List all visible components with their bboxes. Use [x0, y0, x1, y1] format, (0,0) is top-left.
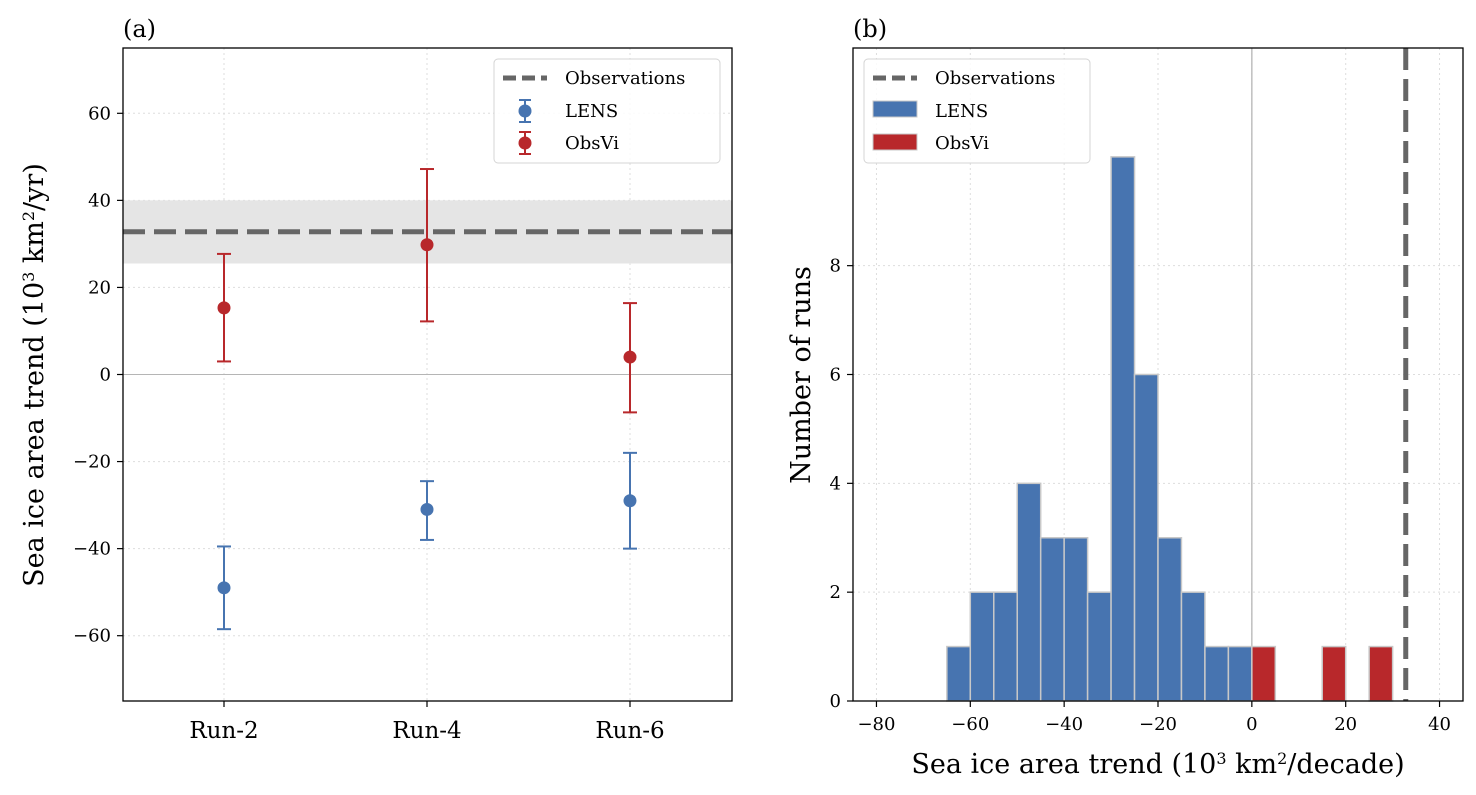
panel-b-bars [946, 156, 1394, 702]
panel-a: −60 −40 −20 0 20 40 60 Run-2 Run-4 Run-6 (a) Sea … [19, 15, 733, 744]
obsvi-point [623, 350, 637, 364]
panel-a-x-tick-label: Run-2 [189, 718, 258, 744]
legend-observations-label: Observations [935, 68, 1055, 89]
panel-a-y-tick-label: 0 [100, 365, 111, 386]
panel-b-y-tick-label: 6 [830, 365, 841, 386]
lens-histogram-bar [1086, 591, 1112, 702]
panel-b-y-tick-label: 4 [830, 473, 841, 494]
legend-obsvi-label: ObsVi [935, 133, 989, 154]
legend-obsvi-swatch [518, 131, 532, 155]
panel-a-y-tick-label: 40 [88, 190, 111, 211]
panel-b-legend-box [863, 58, 1091, 164]
obsvi-legend-marker [518, 136, 532, 150]
panel-b-x-tick-label: 20 [1334, 714, 1357, 735]
obsvi-histogram-bar [1321, 645, 1347, 702]
lens-point [623, 494, 637, 508]
panel-a-marks [217, 168, 637, 631]
legend-observations-label: Observations [565, 68, 685, 89]
legend-lens-swatch [872, 100, 918, 118]
panel-a-ticks: −60 −40 −20 0 20 40 60 Run-2 Run-4 Run-6 [73, 103, 665, 744]
panel-b: 0 2 4 6 8 −80 −60 −40 −20 0 20 40 (b) Number of run… [786, 15, 1464, 780]
panel-b-y-tick-label: 8 [830, 256, 841, 277]
lens-histogram-bar [993, 591, 1018, 702]
panel-b-x-tick-label: −60 [951, 714, 989, 735]
panel-a-x-tick-label: Run-6 [595, 718, 664, 744]
panel-a-label: (a) [123, 15, 156, 43]
legend-lens-swatch [518, 99, 532, 123]
panel-b-x-axis-label: Sea ice area trend (103 km2/decade) [911, 749, 1404, 780]
panel-b-y-tick-label: 0 [830, 691, 841, 712]
panel-b-label: (b) [853, 15, 887, 43]
lens-histogram-bar [1227, 645, 1253, 702]
obsvi-histogram-bar [1368, 645, 1394, 702]
obsvi-histogram-bar [1251, 645, 1277, 702]
panel-b-y-tick-label: 2 [830, 582, 841, 603]
panel-a-y-tick-label: −60 [73, 626, 111, 647]
panel-b-x-tick-label: −40 [1045, 714, 1083, 735]
legend-obsvi-label: ObsVi [565, 133, 619, 154]
panel-b-ticks: 0 2 4 6 8 −80 −60 −40 −20 0 20 40 [830, 256, 1451, 735]
panel-b-x-tick-label: 0 [1246, 714, 1257, 735]
lens-histogram-bar [969, 591, 995, 702]
lens-histogram-bar [1063, 537, 1089, 702]
panel-a-legend-box [493, 58, 721, 164]
legend-obsvi-swatch [872, 133, 918, 151]
legend-lens-label: LENS [935, 101, 988, 122]
obsvi-point [420, 238, 434, 252]
lens-histogram-bar [1180, 591, 1206, 702]
panel-a-y-tick-label: −40 [73, 539, 111, 560]
lens-histogram-bar [1110, 156, 1136, 702]
obsvi-point [217, 301, 231, 315]
lens-histogram-bar [1016, 482, 1042, 702]
lens-point [420, 502, 434, 516]
panel-b-x-tick-label: 40 [1428, 714, 1451, 735]
lens-histogram-bar [1133, 373, 1159, 702]
panel-a-y-tick-label: 20 [88, 277, 111, 298]
panel-a-y-tick-label: 60 [88, 103, 111, 124]
panel-a-y-axis-label: Sea ice area trend (103 km2/yr) [19, 163, 50, 587]
lens-histogram-bar [1039, 537, 1065, 702]
legend-lens-label: LENS [565, 101, 618, 122]
lens-histogram-bar [1204, 645, 1230, 702]
panel-b-legend: Observations LENS ObsVi [863, 58, 1091, 164]
lens-histogram-bar [1157, 537, 1183, 702]
panel-b-x-tick-label: −20 [1139, 714, 1177, 735]
lens-histogram-bar [946, 645, 972, 702]
panel-b-x-tick-label: −80 [857, 714, 895, 735]
panel-b-y-axis-label: Number of runs [786, 266, 817, 484]
panel-a-x-tick-label: Run-4 [392, 718, 461, 744]
panel-a-legend: Observations LENS ObsVi [493, 58, 721, 164]
panel-a-y-tick-label: −20 [73, 452, 111, 473]
lens-legend-marker [518, 104, 532, 118]
lens-point [217, 581, 231, 595]
